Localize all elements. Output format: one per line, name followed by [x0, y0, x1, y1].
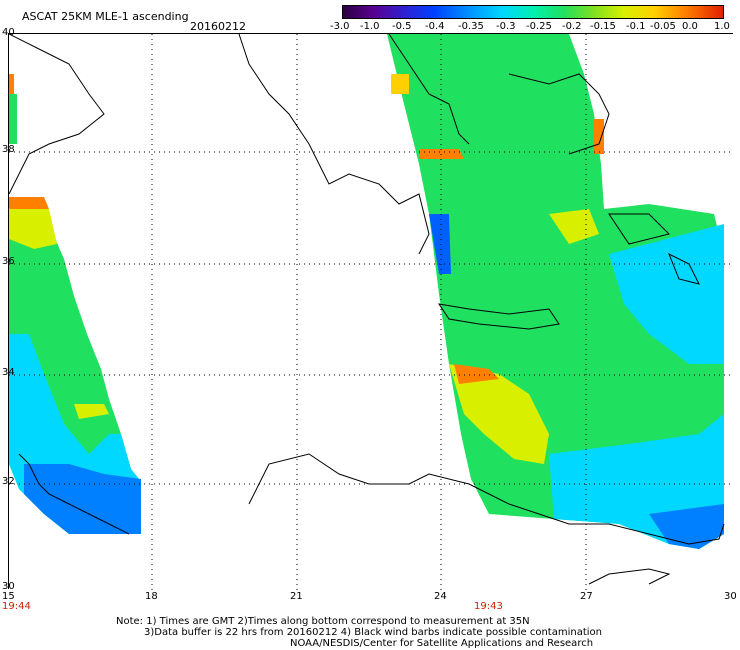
lon-label: 27	[580, 591, 593, 602]
product-date: 20160212	[190, 20, 246, 33]
colorbar-label: -0.5	[392, 21, 412, 32]
lon-label: 24	[434, 591, 447, 602]
colorbar-label: -0.25	[526, 21, 552, 32]
time-label: 19:44	[2, 601, 31, 612]
product-title: ASCAT 25KM MLE-1 ascending	[22, 10, 189, 23]
lat-label: 30	[2, 581, 15, 592]
time-label: 19:43	[474, 601, 503, 612]
colorbar-label: 0.0	[682, 21, 698, 32]
colorbar-labels: -3.0 -1.0 -0.5 -0.4 -0.35 -0.3 -0.25 -0.…	[330, 21, 740, 35]
note-line-2: 3)Data buffer is 22 hrs from 20160212 4)…	[144, 627, 602, 638]
lat-label: 36	[2, 256, 15, 267]
colorbar-label: -0.4	[425, 21, 445, 32]
lon-label: 21	[290, 591, 303, 602]
colorbar-label: -0.35	[458, 21, 484, 32]
colorbar-label: -0.2	[562, 21, 582, 32]
colorbar-label: -1.0	[360, 21, 380, 32]
lon-label: 15	[2, 591, 15, 602]
colorbar-label: -0.05	[650, 21, 676, 32]
colorbar-label: -0.1	[626, 21, 646, 32]
lat-label: 38	[2, 144, 15, 155]
lon-label: 30	[724, 591, 737, 602]
colorbar	[342, 5, 724, 19]
map-canvas	[9, 34, 734, 590]
lat-label: 34	[2, 367, 15, 378]
colorbar-label: -0.3	[496, 21, 516, 32]
colorbar-label: 1.0	[714, 21, 730, 32]
note-line-1: Note: 1) Times are GMT 2)Times along bot…	[116, 616, 530, 627]
lon-label: 18	[145, 591, 158, 602]
lat-label: 32	[2, 476, 15, 487]
note-line-3: NOAA/NESDIS/Center for Satellite Applica…	[290, 638, 594, 649]
map-frame	[8, 33, 734, 590]
colorbar-label: -0.15	[590, 21, 616, 32]
colorbar-label: -3.0	[330, 21, 350, 32]
graticule	[9, 34, 734, 590]
lat-label: 40	[2, 27, 15, 38]
